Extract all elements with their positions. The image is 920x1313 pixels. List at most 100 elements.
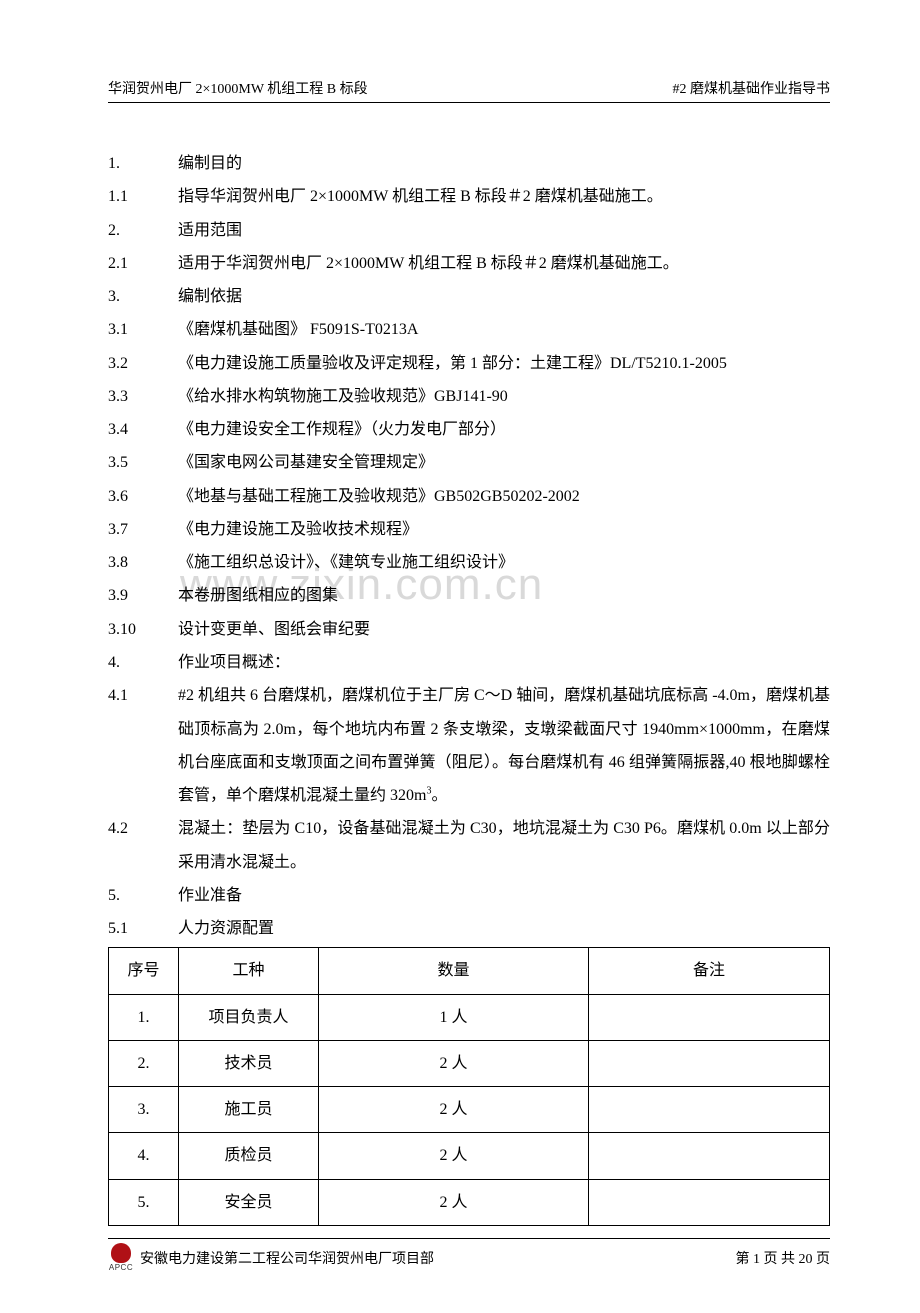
line-text: 《施工组织总设计》、《建筑专业施工组织设计》 <box>178 546 830 579</box>
doc-line: 4.作业项目概述： <box>108 646 830 679</box>
line-number: 3.2 <box>108 347 178 380</box>
doc-line: 3.2《电力建设施工质量验收及评定规程，第 1 部分：土建工程》DL/T5210… <box>108 347 830 380</box>
line-number: 3.5 <box>108 446 178 479</box>
table-cell: 项目负责人 <box>179 994 319 1040</box>
table-cell: 2 人 <box>319 1087 589 1133</box>
col-header: 工种 <box>179 948 319 994</box>
table-cell: 4. <box>109 1133 179 1179</box>
doc-line: 3.6《地基与基础工程施工及验收规范》GB502GB50202-2002 <box>108 480 830 513</box>
table-cell: 2. <box>109 1040 179 1086</box>
table-cell: 2 人 <box>319 1133 589 1179</box>
doc-line: 4.1#2 机组共 6 台磨煤机，磨煤机位于主厂房 C～D 轴间，磨煤机基础坑底… <box>108 679 830 812</box>
table-cell: 2 人 <box>319 1040 589 1086</box>
table-row: 5.安全员2 人 <box>109 1179 830 1225</box>
line-text: 适用范围 <box>178 214 830 247</box>
line-text: 《磨煤机基础图》 F5091S-T0213A <box>178 313 830 346</box>
line-text: 指导华润贺州电厂 2×1000MW 机组工程 B 标段＃2 磨煤机基础施工。 <box>178 180 830 213</box>
line-text: 设计变更单、图纸会审纪要 <box>178 613 830 646</box>
doc-line: 5.作业准备 <box>108 879 830 912</box>
table-cell <box>589 1040 830 1086</box>
table-cell: 施工员 <box>179 1087 319 1133</box>
line-number: 3.1 <box>108 313 178 346</box>
line-number: 3.3 <box>108 380 178 413</box>
footer-org: 安徽电力建设第二工程公司华润贺州电厂项目部 <box>140 1248 434 1268</box>
col-header: 数量 <box>319 948 589 994</box>
doc-line: 3.5《国家电网公司基建安全管理规定》 <box>108 446 830 479</box>
table-cell: 1 人 <box>319 994 589 1040</box>
doc-line: 3.7《电力建设施工及验收技术规程》 <box>108 513 830 546</box>
line-number: 1.1 <box>108 180 178 213</box>
line-number: 5. <box>108 879 178 912</box>
table-row: 1.项目负责人1 人 <box>109 994 830 1040</box>
table-cell: 安全员 <box>179 1179 319 1225</box>
header-left: 华润贺州电厂 2×1000MW 机组工程 B 标段 <box>108 78 368 98</box>
table-row: 2.技术员2 人 <box>109 1040 830 1086</box>
line-number: 2.1 <box>108 247 178 280</box>
table-cell: 1. <box>109 994 179 1040</box>
table-row: 3.施工员2 人 <box>109 1087 830 1133</box>
line-number: 3. <box>108 280 178 313</box>
header-right: #2 磨煤机基础作业指导书 <box>673 78 831 98</box>
line-number: 1. <box>108 147 178 180</box>
doc-line: 1.编制目的 <box>108 147 830 180</box>
table-cell: 2 人 <box>319 1179 589 1225</box>
line-text: 作业准备 <box>178 879 830 912</box>
line-text: 《电力建设施工质量验收及评定规程，第 1 部分：土建工程》DL/T5210.1-… <box>178 347 830 380</box>
line-number: 4.1 <box>108 679 178 812</box>
line-number: 3.6 <box>108 480 178 513</box>
doc-line: 3.8《施工组织总设计》、《建筑专业施工组织设计》 <box>108 546 830 579</box>
page-footer: APCC 安徽电力建设第二工程公司华润贺州电厂项目部 第 1 页 共 20 页 <box>108 1238 830 1273</box>
doc-line: 2.适用范围 <box>108 214 830 247</box>
line-number: 3.8 <box>108 546 178 579</box>
table-cell <box>589 1179 830 1225</box>
doc-line: 3.9本卷册图纸相应的图集 <box>108 579 830 612</box>
line-text: 人力资源配置 <box>178 912 830 945</box>
line-text: 适用于华润贺州电厂 2×1000MW 机组工程 B 标段＃2 磨煤机基础施工。 <box>178 247 830 280</box>
line-number: 4.2 <box>108 812 178 879</box>
line-number: 3.4 <box>108 413 178 446</box>
logo-label: APCC <box>109 1264 133 1272</box>
line-text: 编制目的 <box>178 147 830 180</box>
line-number: 5.1 <box>108 912 178 945</box>
line-number: 3.10 <box>108 613 178 646</box>
line-text: 《国家电网公司基建安全管理规定》 <box>178 446 830 479</box>
line-text: 本卷册图纸相应的图集 <box>178 579 830 612</box>
table-cell <box>589 1087 830 1133</box>
doc-line: 3.1《磨煤机基础图》 F5091S-T0213A <box>108 313 830 346</box>
table-cell <box>589 994 830 1040</box>
doc-line: 3.编制依据 <box>108 280 830 313</box>
col-header: 序号 <box>109 948 179 994</box>
footer-page: 第 1 页 共 20 页 <box>736 1248 831 1268</box>
line-text: 编制依据 <box>178 280 830 313</box>
table-cell <box>589 1133 830 1179</box>
col-header: 备注 <box>589 948 830 994</box>
line-number: 4. <box>108 646 178 679</box>
line-text: #2 机组共 6 台磨煤机，磨煤机位于主厂房 C～D 轴间，磨煤机基础坑底标高 … <box>178 679 830 812</box>
line-number: 3.9 <box>108 579 178 612</box>
line-number: 3.7 <box>108 513 178 546</box>
line-text: 《电力建设安全工作规程》（火力发电厂部分） <box>178 413 830 446</box>
manpower-table: 序号 工种 数量 备注 1.项目负责人1 人2.技术员2 人3.施工员2 人4.… <box>108 947 830 1226</box>
doc-line: 4.2混凝土：垫层为 C10，设备基础混凝土为 C30，地坑混凝土为 C30 P… <box>108 812 830 879</box>
line-text: 《电力建设施工及验收技术规程》 <box>178 513 830 546</box>
doc-line: 3.10设计变更单、图纸会审纪要 <box>108 613 830 646</box>
page-header: 华润贺州电厂 2×1000MW 机组工程 B 标段 #2 磨煤机基础作业指导书 <box>108 78 830 103</box>
table-cell: 5. <box>109 1179 179 1225</box>
doc-line: 2.1适用于华润贺州电厂 2×1000MW 机组工程 B 标段＃2 磨煤机基础施… <box>108 247 830 280</box>
doc-line: 1.1指导华润贺州电厂 2×1000MW 机组工程 B 标段＃2 磨煤机基础施工… <box>108 180 830 213</box>
line-text: 《给水排水构筑物施工及验收规范》GBJ141-90 <box>178 380 830 413</box>
table-cell: 质检员 <box>179 1133 319 1179</box>
document-body: 1.编制目的1.1指导华润贺州电厂 2×1000MW 机组工程 B 标段＃2 磨… <box>108 147 830 1226</box>
table-cell: 技术员 <box>179 1040 319 1086</box>
line-text: 混凝土：垫层为 C10，设备基础混凝土为 C30，地坑混凝土为 C30 P6。磨… <box>178 812 830 879</box>
doc-line: 5.1人力资源配置 <box>108 912 830 945</box>
line-number: 2. <box>108 214 178 247</box>
apcc-logo-icon: APCC <box>108 1243 134 1273</box>
doc-line: 3.4《电力建设安全工作规程》（火力发电厂部分） <box>108 413 830 446</box>
table-row: 4.质检员2 人 <box>109 1133 830 1179</box>
table-cell: 3. <box>109 1087 179 1133</box>
table-header-row: 序号 工种 数量 备注 <box>109 948 830 994</box>
line-text: 《地基与基础工程施工及验收规范》GB502GB50202-2002 <box>178 480 830 513</box>
doc-line: 3.3《给水排水构筑物施工及验收规范》GBJ141-90 <box>108 380 830 413</box>
line-text: 作业项目概述： <box>178 646 830 679</box>
